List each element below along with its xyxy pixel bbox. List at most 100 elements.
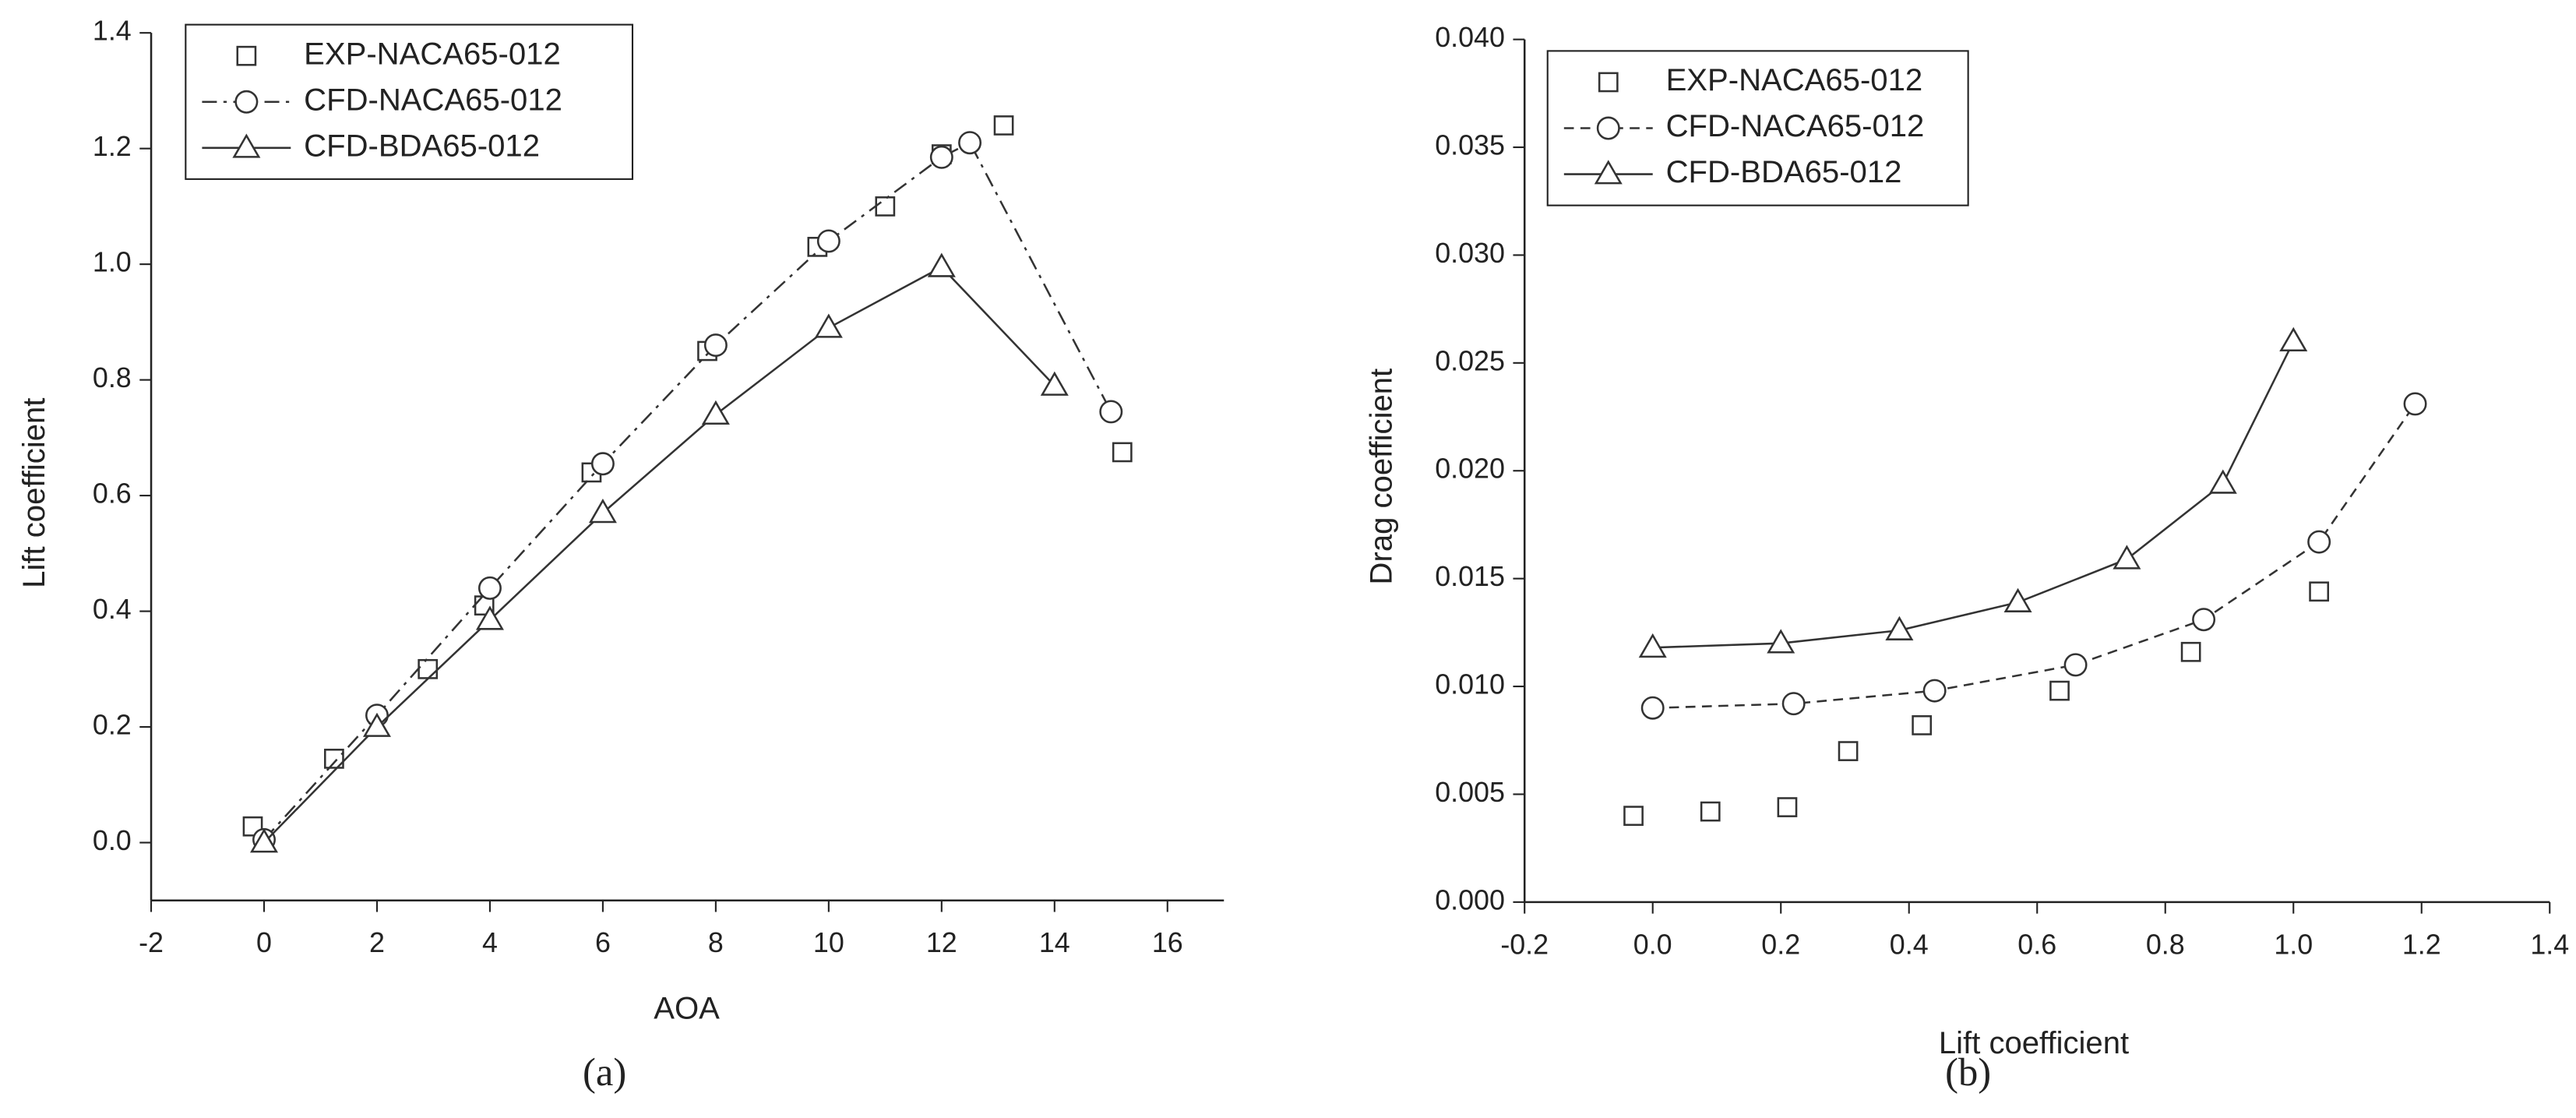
data-point	[1623, 806, 1644, 827]
x-tick-label: 16	[1152, 927, 1183, 958]
data-point	[2208, 469, 2237, 494]
data-point	[816, 229, 840, 253]
legend-label: EXP-NACA65-012	[304, 37, 561, 71]
data-point	[1767, 629, 1795, 654]
data-point	[2113, 545, 2141, 570]
data-point	[324, 749, 344, 769]
data-point	[477, 576, 502, 600]
data-point	[418, 658, 439, 679]
data-point	[2063, 653, 2088, 677]
data-point	[1638, 633, 1667, 658]
data-point	[1922, 679, 1947, 703]
x-tick-label: 12	[926, 927, 957, 958]
x-tick-label: 1.0	[2274, 929, 2313, 960]
data-point	[1838, 741, 1859, 761]
legend-label: CFD-BDA65-012	[304, 129, 540, 163]
data-point	[1640, 696, 1665, 720]
y-tick-label: 0.015	[1435, 561, 1505, 592]
y-axis-title: Lift coefficient	[17, 398, 51, 588]
data-point	[2307, 530, 2331, 554]
y-tick-label: 0.010	[1435, 669, 1505, 700]
x-tick-label: 0.6	[2017, 929, 2056, 960]
x-tick-label: 0	[256, 927, 272, 958]
x-tick-label: 2	[369, 927, 385, 958]
data-point	[362, 712, 391, 737]
data-point	[2279, 326, 2308, 352]
data-point	[2309, 581, 2330, 602]
legend-label: EXP-NACA65-012	[1666, 63, 1923, 97]
data-point	[2003, 587, 2032, 612]
x-tick-label: 4	[482, 927, 498, 958]
legend-marker	[1598, 72, 1619, 93]
y-tick-label: 0.8	[93, 362, 132, 393]
data-point	[1099, 400, 1123, 424]
data-point	[875, 196, 896, 217]
y-tick-label: 0.020	[1435, 453, 1505, 485]
x-tick-label: 1.4	[2530, 929, 2569, 960]
data-point	[2192, 608, 2216, 632]
y-tick-label: 1.4	[93, 16, 132, 47]
x-tick-label: 0.0	[1633, 929, 1672, 960]
y-tick-label: 0.0	[93, 825, 132, 856]
data-point	[929, 145, 953, 169]
legend-marker	[1594, 160, 1623, 185]
panel-label: (a)	[583, 1050, 626, 1094]
series-line	[263, 141, 1112, 841]
y-tick-label: 1.0	[93, 247, 132, 278]
x-tick-label: 8	[708, 927, 724, 958]
y-tick-label: 0.040	[1435, 22, 1505, 53]
data-point	[1781, 692, 1806, 716]
data-point	[1777, 797, 1798, 817]
data-point	[2403, 392, 2427, 416]
legend-label: CFD-NACA65-012	[304, 83, 562, 117]
data-point	[701, 400, 730, 425]
data-point	[2180, 641, 2201, 662]
data-point	[993, 115, 1014, 136]
x-axis-title: Lift coefficient	[1939, 1026, 2129, 1060]
legend-marker	[232, 133, 261, 158]
y-tick-label: 0.030	[1435, 238, 1505, 269]
y-axis-title: Drag coefficient	[1364, 369, 1398, 585]
data-point	[1700, 801, 1721, 822]
x-tick-label: 10	[813, 927, 844, 958]
data-point	[814, 313, 843, 338]
x-tick-label: 0.2	[1761, 929, 1800, 960]
data-point	[1112, 442, 1133, 463]
x-tick-label: 0.4	[1890, 929, 1929, 960]
data-point	[1885, 615, 1914, 640]
series-line	[1652, 340, 2295, 649]
data-point	[703, 333, 728, 358]
x-tick-label: 0.8	[2146, 929, 2185, 960]
data-point	[475, 605, 504, 630]
data-point	[1912, 715, 1933, 735]
legend-marker	[234, 90, 259, 114]
data-point	[958, 131, 982, 155]
legend-marker	[236, 45, 257, 66]
y-tick-label: 1.2	[93, 131, 132, 162]
legend-marker	[1596, 116, 1620, 140]
x-tick-label: -0.2	[1500, 929, 1549, 960]
x-tick-label: -2	[139, 927, 164, 958]
x-tick-label: 14	[1039, 927, 1070, 958]
panel-label: (b)	[1945, 1050, 1991, 1094]
data-point	[927, 252, 956, 277]
x-axis-title: AOA	[654, 992, 720, 1026]
data-point	[2049, 680, 2070, 701]
series-line	[1652, 403, 2416, 710]
legend-label: CFD-BDA65-012	[1666, 155, 1902, 189]
x-tick-label: 6	[595, 927, 611, 958]
y-tick-label: 0.025	[1435, 345, 1505, 376]
data-point	[249, 828, 279, 853]
y-tick-label: 0.005	[1435, 777, 1505, 808]
data-point	[588, 499, 617, 524]
y-tick-label: 0.000	[1435, 884, 1505, 915]
y-tick-label: 0.2	[93, 710, 132, 741]
legend-box	[185, 23, 634, 180]
data-point	[1040, 371, 1069, 396]
x-tick-label: 1.2	[2402, 929, 2441, 960]
y-tick-label: 0.035	[1435, 129, 1505, 160]
legend-label: CFD-NACA65-012	[1666, 109, 1925, 143]
data-point	[590, 452, 615, 476]
